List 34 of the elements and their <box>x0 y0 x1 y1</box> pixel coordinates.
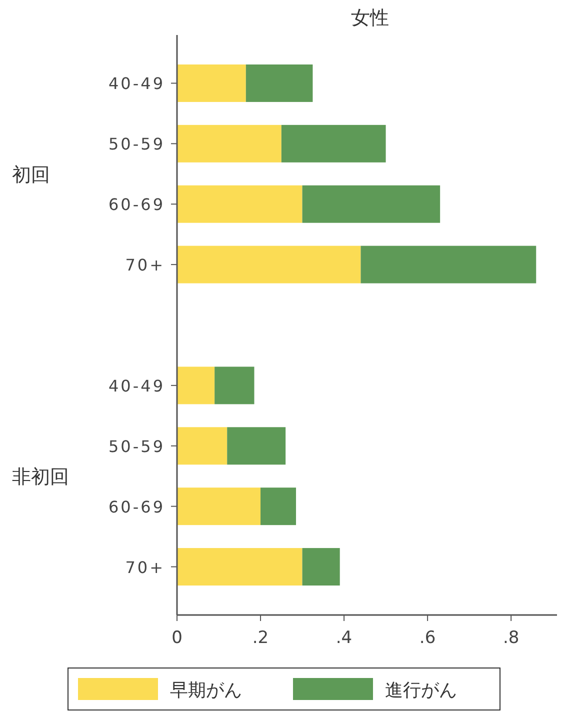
y-tick-label: 70+ <box>125 256 165 275</box>
y-tick-label: 50-59 <box>108 134 165 154</box>
bar <box>214 366 254 404</box>
bar <box>177 488 261 526</box>
bar <box>281 124 386 162</box>
bar <box>177 64 246 102</box>
bar <box>302 548 340 586</box>
y-tick-label: 60-69 <box>108 497 165 516</box>
text: 初回 <box>12 164 50 186</box>
chart-title: 女性 <box>351 7 389 29</box>
bar <box>246 64 313 102</box>
bar <box>177 548 302 586</box>
text: 非初回 <box>12 466 69 488</box>
y-tick-label: 50-59 <box>108 436 165 456</box>
legend-label: 進行がん <box>385 680 457 701</box>
bar <box>227 427 286 465</box>
legend-label: 早期がん <box>170 680 242 701</box>
bar <box>177 427 228 465</box>
x-tick-label: .4 <box>336 628 352 648</box>
bar <box>177 366 215 404</box>
bar <box>177 185 302 223</box>
y-tick-label: 60-69 <box>108 195 165 214</box>
x-tick-label: 0 <box>172 628 182 648</box>
y-tick-label: 40-49 <box>108 74 165 94</box>
x-tick-label: .6 <box>419 628 436 648</box>
x-tick-label: .8 <box>502 628 520 648</box>
bar <box>260 488 296 526</box>
x-tick-label: .2 <box>252 628 269 648</box>
bar <box>302 185 440 223</box>
bar <box>177 246 361 284</box>
bar <box>177 124 282 162</box>
y-tick-label: 70+ <box>125 558 165 577</box>
bar <box>360 246 536 284</box>
y-tick-label: 40-49 <box>108 376 165 396</box>
